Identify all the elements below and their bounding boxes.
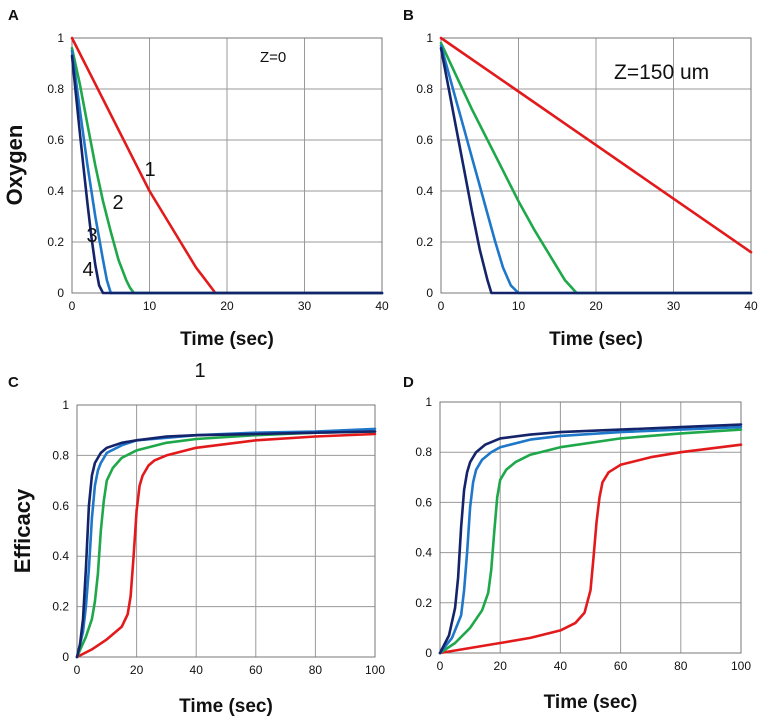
plot-frame <box>76 404 376 658</box>
series-line-4 <box>439 46 753 295</box>
stray-mark: 1 <box>194 360 205 382</box>
y-tick-label: 0 <box>425 646 432 660</box>
panel-letter: A <box>8 7 19 24</box>
x-axis-label: Time (sec) <box>179 696 273 717</box>
plot-frame <box>439 401 742 654</box>
y-tick-label: 0 <box>62 650 69 664</box>
y-tick-label: 0.4 <box>47 184 64 198</box>
curve-label-4: 4 <box>82 259 93 281</box>
y-tick-label: 0.4 <box>416 184 433 198</box>
x-tick-label: 0 <box>437 659 444 673</box>
y-tick-label: 1 <box>62 398 69 412</box>
plot-area <box>440 402 741 653</box>
series-line-2 <box>438 428 743 655</box>
panel-letter: C <box>8 374 19 391</box>
y-tick-label: 0.4 <box>52 549 69 563</box>
series-line-1 <box>70 36 384 295</box>
x-axis-label: Time (sec) <box>544 692 638 713</box>
y-tick-label: 0 <box>426 286 433 300</box>
panel-b: 0 10 20 30 40 0 0.2 0.4 0.6 0.8 1 Time (sec) B Z=150 … <box>403 7 758 350</box>
z-annotation: Z=0 <box>260 49 286 66</box>
x-tick-label: 30 <box>298 299 312 313</box>
x-tick-label: 60 <box>249 663 263 677</box>
y-tick-label: 1 <box>425 395 432 409</box>
series-line-1 <box>439 36 753 254</box>
y-tick-label: 0.8 <box>52 448 69 462</box>
panel-letter: D <box>403 374 414 391</box>
series-line-2 <box>75 430 377 659</box>
y-tick-label: 0.6 <box>52 499 69 513</box>
panel-d: 0 20 40 60 80 100 0 0.2 0.4 0.6 0.8 1 Time (sec) D <box>403 374 751 713</box>
y-tick-label: 0.6 <box>416 133 433 147</box>
y-tick-label: 0.2 <box>52 600 69 614</box>
y-tick-label: 0.6 <box>47 133 64 147</box>
y-tick-label: 1 <box>57 31 64 45</box>
x-tick-label: 20 <box>589 299 603 313</box>
x-tick-label: 60 <box>614 659 628 673</box>
curve-label-2: 2 <box>112 192 123 214</box>
x-tick-label: 40 <box>554 659 568 673</box>
y-tick-label: 0.2 <box>416 235 433 249</box>
x-axis-label: Time (sec) <box>180 329 274 350</box>
x-tick-label: 10 <box>512 299 526 313</box>
series-line-3 <box>438 425 743 655</box>
y-tick-label: 0.4 <box>415 546 432 560</box>
x-tick-label: 10 <box>143 299 157 313</box>
series-line-4 <box>70 54 384 295</box>
z-annotation: Z=150 um <box>614 61 709 84</box>
y-tick-label: 0.8 <box>416 82 433 96</box>
series-line-4 <box>75 430 377 659</box>
series-line-2 <box>70 46 384 295</box>
y-tick-label: 0.8 <box>415 445 432 459</box>
y-tick-label: 0.6 <box>415 495 432 509</box>
series-line-1 <box>75 432 377 659</box>
y-tick-label: 0.8 <box>47 82 64 96</box>
series-line-2 <box>439 41 753 295</box>
y-axis-label: Oxygen <box>2 125 27 206</box>
x-tick-label: 20 <box>220 299 234 313</box>
x-tick-label: 20 <box>494 659 508 673</box>
x-axis-label: Time (sec) <box>549 329 643 350</box>
y-tick-label: 0.2 <box>415 596 432 610</box>
panel-a: 0 10 20 30 40 0 0.2 0.4 0.6 0.8 1 Time (sec) Oxygen A… <box>2 7 389 350</box>
x-tick-label: 40 <box>190 663 204 677</box>
series-line-1 <box>438 443 743 655</box>
panel-letter: B <box>403 7 414 24</box>
y-tick-label: 0 <box>57 286 64 300</box>
x-tick-label: 0 <box>438 299 445 313</box>
series-line-3 <box>439 44 753 295</box>
x-tick-label: 40 <box>375 299 389 313</box>
x-tick-label: 20 <box>130 663 144 677</box>
y-tick-label: 1 <box>426 31 433 45</box>
x-tick-label: 40 <box>744 299 758 313</box>
y-axis-label: Efficacy <box>10 488 35 573</box>
series-line-3 <box>70 49 384 295</box>
x-tick-label: 100 <box>731 659 751 673</box>
series-line-4 <box>438 423 743 655</box>
curve-label-1: 1 <box>144 159 155 181</box>
panel-c: 0 20 40 60 80 100 0 0.2 0.4 0.6 0.8 1 Time (sec) Effi… <box>8 360 385 717</box>
x-tick-label: 0 <box>69 299 76 313</box>
x-tick-label: 0 <box>74 663 81 677</box>
curve-label-3: 3 <box>86 225 97 247</box>
x-tick-label: 30 <box>667 299 681 313</box>
x-tick-label: 100 <box>365 663 385 677</box>
x-tick-label: 80 <box>309 663 323 677</box>
y-tick-label: 0.2 <box>47 235 64 249</box>
x-tick-label: 80 <box>674 659 688 673</box>
